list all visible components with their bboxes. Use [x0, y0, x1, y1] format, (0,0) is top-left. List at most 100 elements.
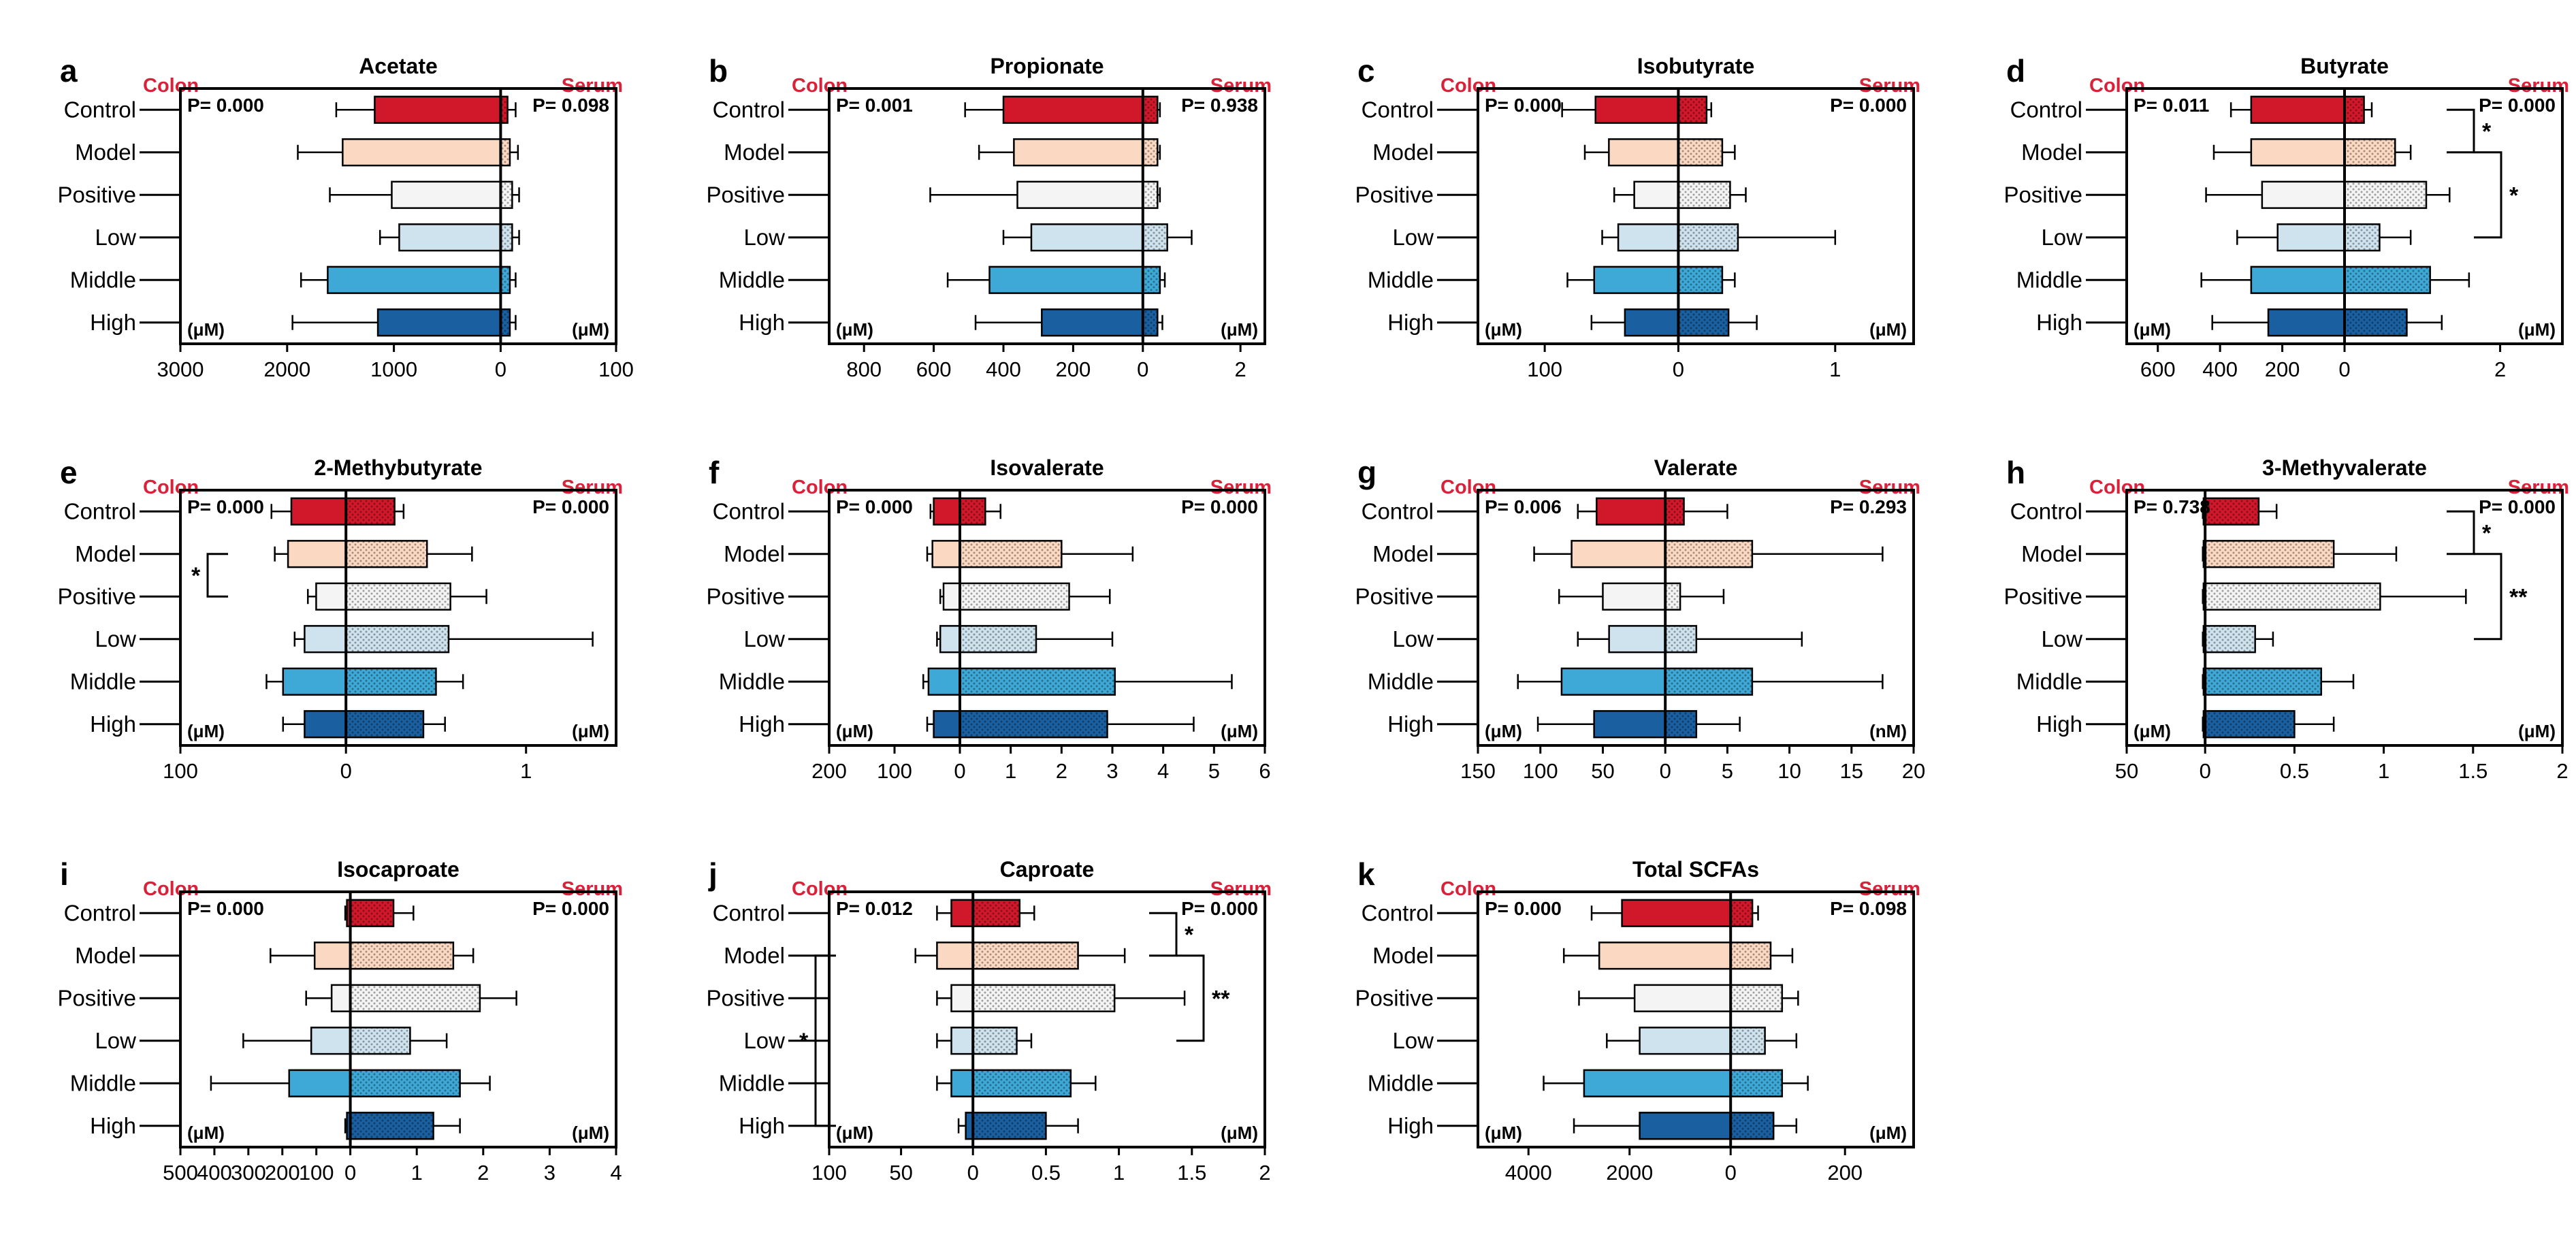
x-tick-label: 20: [1902, 759, 1925, 783]
plot-frame: [828, 489, 1266, 747]
x-tick-label: 150: [1460, 759, 1496, 783]
x-tick-label: 1: [2378, 759, 2389, 783]
colon-bar: [1633, 180, 1679, 209]
plot-frame: [179, 890, 617, 1148]
colon-bar: [327, 266, 502, 294]
category-label: Control: [1362, 900, 1434, 925]
colon-bar: [1608, 625, 1667, 654]
serum-bar-dots: [1665, 541, 1752, 568]
significance-label: *: [191, 563, 201, 589]
serum-bar-dots: [973, 942, 1078, 969]
colon-unit: (μM): [836, 319, 873, 340]
category-label: Middle: [1368, 1070, 1434, 1095]
serum-bar-dots: [973, 984, 1115, 1012]
serum-bar-dots: [2345, 181, 2426, 208]
serum-bar-dots: [346, 711, 423, 738]
significance-label: **: [2509, 584, 2528, 610]
category-label: Positive: [1355, 985, 1434, 1010]
serum-bar-dots: [346, 668, 436, 695]
serum-bar-dots: [960, 626, 1036, 653]
category-label: Low: [743, 1028, 785, 1053]
category-label: Middle: [70, 669, 136, 694]
serum-label: Serum: [1859, 75, 1920, 97]
colon-label: Colon: [1440, 75, 1496, 97]
serum-bar-dots: [1730, 1069, 1782, 1097]
serum-label: Serum: [1210, 477, 1272, 498]
x-tick-label: 0: [1137, 357, 1148, 381]
x-tick-label: 2: [1235, 357, 1246, 381]
colon-bar: [1602, 582, 1667, 611]
colon-bar: [1621, 899, 1732, 927]
category-label: Model: [2021, 541, 2082, 566]
colon-p-value: P= 0.738: [2134, 496, 2210, 517]
x-tick-label: 6: [1259, 759, 1270, 783]
colon-bar: [290, 497, 347, 526]
colon-bar: [950, 984, 974, 1012]
colon-bar: [1571, 540, 1667, 568]
x-tick-label: 400: [197, 1161, 232, 1185]
serum-bar-dots: [960, 711, 1108, 738]
serum-bar-dots: [1142, 266, 1160, 293]
x-tick-label: 100: [877, 759, 912, 783]
colon-bar: [1560, 667, 1667, 696]
panel-title: 3-Methyvalerate: [2262, 455, 2427, 480]
colon-bar: [313, 942, 351, 970]
colon-p-value: P= 0.000: [1485, 898, 1562, 919]
x-tick-label: 0: [495, 357, 506, 381]
significance-label: *: [2509, 182, 2519, 208]
x-tick-label: 1: [1113, 1161, 1125, 1185]
x-tick-label: 400: [2202, 357, 2238, 381]
serum-bar-dots: [2345, 96, 2364, 123]
significance-label: *: [2482, 521, 2492, 547]
category-label: Model: [75, 541, 136, 566]
serum-bar-dots: [960, 498, 986, 525]
serum-bar-dots: [1142, 224, 1168, 251]
serum-bar-dots: [500, 224, 513, 251]
x-tick-label: 300: [231, 1161, 266, 1185]
colon-label: Colon: [792, 75, 848, 97]
colon-unit: (μM): [836, 721, 873, 741]
panel-i: i Isocaproate Colon Serum Control Model Positi…: [57, 856, 623, 1185]
x-tick-label: 2: [1056, 759, 1067, 783]
plot-frame: [2125, 489, 2564, 747]
serum-bar-dots: [1678, 96, 1707, 123]
category-label: Positive: [2003, 583, 2082, 609]
category-label: High: [90, 1113, 136, 1138]
colon-bar: [304, 710, 347, 739]
colon-bar: [1041, 308, 1144, 337]
serum-label: Serum: [562, 878, 623, 900]
category-label: Low: [2041, 225, 2082, 250]
colon-bar: [1593, 710, 1667, 739]
x-tick-label: 0: [2338, 357, 2350, 381]
category-label: Control: [1362, 97, 1434, 122]
serum-bar-dots: [346, 626, 449, 653]
category-label: Middle: [719, 267, 785, 292]
serum-label: Serum: [1859, 878, 1920, 900]
panel-title: Total SCFAs: [1632, 857, 1759, 882]
colon-bar: [315, 582, 347, 611]
colon-bar: [2267, 308, 2346, 337]
colon-p-value: P= 0.012: [836, 898, 913, 919]
serum-bar-dots: [1665, 711, 1696, 738]
x-tick-label: 0: [2200, 759, 2211, 783]
serum-bar-dots: [2345, 309, 2407, 336]
x-tick-label: 0: [954, 759, 965, 783]
serum-bar-dots: [2205, 626, 2255, 653]
colon-bar: [1016, 180, 1144, 209]
x-tick-label: 0: [1725, 1161, 1737, 1185]
serum-unit: (nM): [1869, 721, 1907, 741]
colon-bar: [1013, 138, 1144, 167]
serum-bar-dots: [1678, 266, 1722, 293]
colon-unit: (μM): [1485, 1123, 1522, 1143]
colon-bar: [1624, 308, 1679, 337]
x-tick-label: 2000: [263, 357, 310, 381]
category-label: Positive: [57, 182, 136, 207]
panel-f: f Isovalerate Colon Serum Control Model Positi…: [706, 455, 1272, 783]
x-tick-label: 2: [1259, 1161, 1270, 1185]
significance-bracket: [206, 553, 228, 598]
panel-letter: d: [2006, 53, 2025, 88]
panel-g: g Valerate Colon Serum Control Model Positive L…: [1355, 455, 1925, 783]
serum-p-value: P= 0.293: [1830, 496, 1907, 517]
significance-label: *: [2482, 119, 2492, 145]
x-tick-label: 800: [846, 357, 882, 381]
